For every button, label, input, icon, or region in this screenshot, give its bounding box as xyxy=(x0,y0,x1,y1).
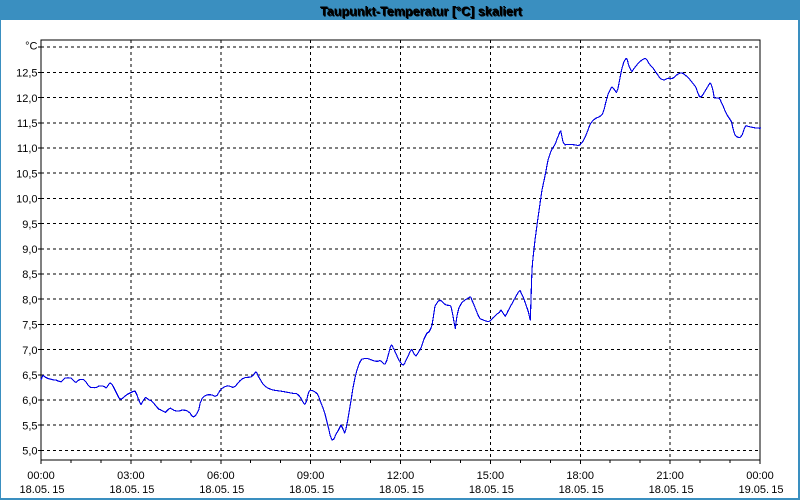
svg-text:8,5: 8,5 xyxy=(22,269,37,281)
svg-text:00:00: 00:00 xyxy=(27,470,55,482)
svg-text:18.05. 15: 18.05. 15 xyxy=(469,484,514,496)
svg-text:12:00: 12:00 xyxy=(387,470,415,482)
svg-text:18.05. 15: 18.05. 15 xyxy=(19,484,64,496)
svg-text:18.05. 15: 18.05. 15 xyxy=(199,484,244,496)
svg-text:8,0: 8,0 xyxy=(22,294,37,306)
svg-text:06:00: 06:00 xyxy=(207,470,235,482)
svg-text:21:00: 21:00 xyxy=(656,470,684,482)
svg-text:5,5: 5,5 xyxy=(22,420,37,432)
svg-text:Taupunkt-Temperatur [°C] skali: Taupunkt-Temperatur [°C] skaliert xyxy=(320,3,523,18)
svg-text:12,5: 12,5 xyxy=(16,68,37,80)
svg-text:19.05. 15: 19.05. 15 xyxy=(738,484,783,496)
svg-text:6,0: 6,0 xyxy=(22,395,37,407)
svg-text:09:00: 09:00 xyxy=(297,470,325,482)
svg-text:11,0: 11,0 xyxy=(17,143,38,155)
svg-text:11,5: 11,5 xyxy=(17,118,38,130)
svg-text:03:00: 03:00 xyxy=(117,470,145,482)
svg-text:15:00: 15:00 xyxy=(477,470,505,482)
svg-text:18.05. 15: 18.05. 15 xyxy=(559,484,604,496)
svg-text:5,0: 5,0 xyxy=(22,446,37,458)
svg-text:18.05. 15: 18.05. 15 xyxy=(379,484,424,496)
svg-text:9,0: 9,0 xyxy=(22,244,37,256)
svg-text:Taupunkt-Temperatur [°C] skali: Taupunkt-Temperatur [°C] skaliert xyxy=(321,4,524,19)
svg-text:9,5: 9,5 xyxy=(22,219,37,231)
svg-text:12,0: 12,0 xyxy=(16,93,37,105)
svg-text:18.05. 15: 18.05. 15 xyxy=(649,484,694,496)
svg-text:7,0: 7,0 xyxy=(22,345,37,357)
svg-text:10,0: 10,0 xyxy=(16,194,37,206)
svg-text:6,5: 6,5 xyxy=(22,370,37,382)
svg-text:10,5: 10,5 xyxy=(16,168,37,180)
svg-text:18:00: 18:00 xyxy=(566,470,594,482)
svg-text:18.05. 15: 18.05. 15 xyxy=(289,484,334,496)
svg-text:7,5: 7,5 xyxy=(22,320,37,332)
svg-text:18.05. 15: 18.05. 15 xyxy=(109,484,154,496)
svg-text:00:00: 00:00 xyxy=(746,470,774,482)
svg-text:°C: °C xyxy=(25,41,37,53)
